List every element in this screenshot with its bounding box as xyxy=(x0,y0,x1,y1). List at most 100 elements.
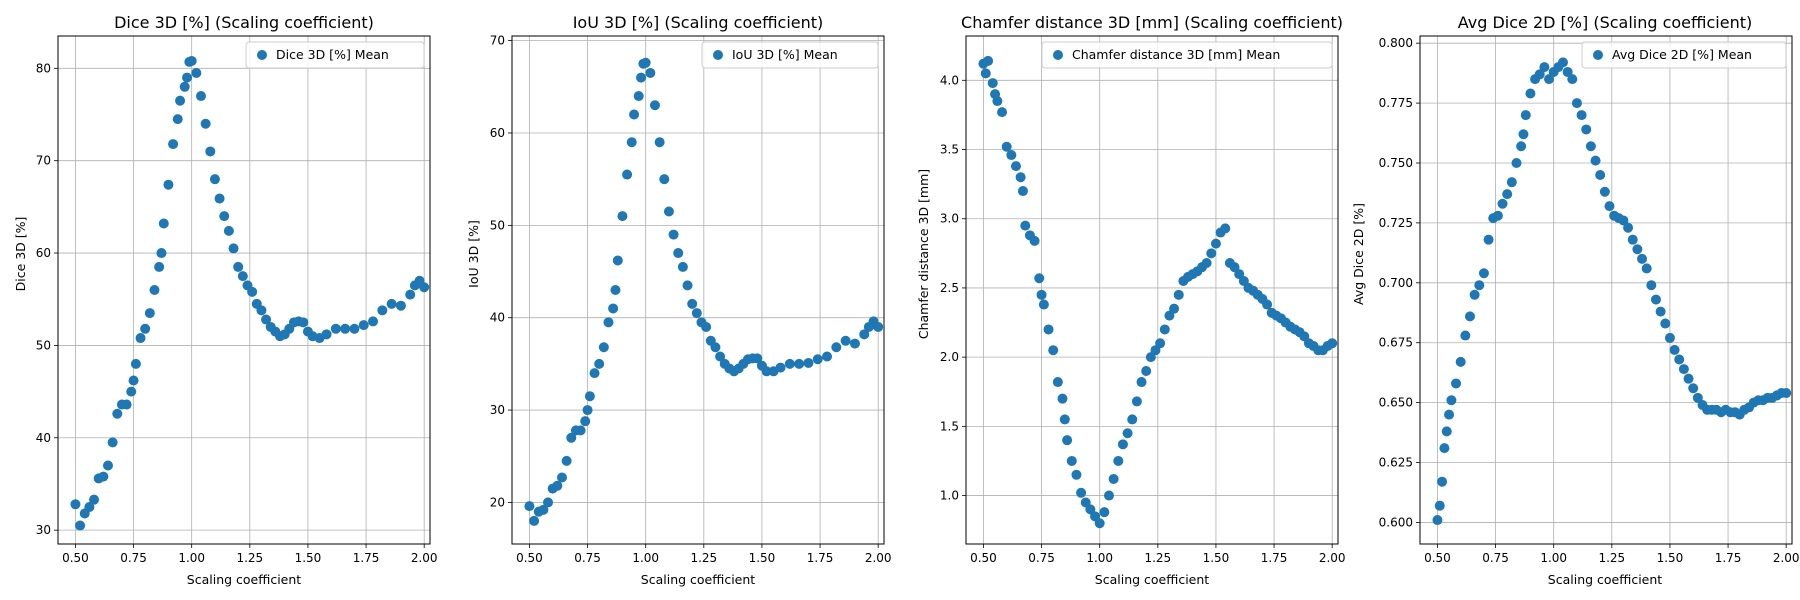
grid xyxy=(58,36,430,544)
data-point xyxy=(1451,378,1462,389)
data-point xyxy=(107,437,118,448)
data-point xyxy=(154,261,165,272)
data-point xyxy=(1059,414,1070,425)
data-point xyxy=(617,211,628,222)
data-point xyxy=(223,225,234,236)
data-point xyxy=(1539,62,1550,73)
data-point xyxy=(668,229,679,240)
legend-label: IoU 3D [%] Mean xyxy=(732,47,838,62)
data-point xyxy=(710,342,721,353)
data-point xyxy=(135,333,146,344)
data-point xyxy=(980,68,991,79)
x-tick-label: 2.00 xyxy=(1773,551,1800,565)
data-point xyxy=(640,57,651,68)
data-point xyxy=(256,305,267,316)
data-point xyxy=(209,174,220,185)
data-point xyxy=(130,358,141,369)
data-point xyxy=(175,95,186,106)
data-point xyxy=(1136,377,1147,388)
data-point xyxy=(195,91,206,102)
y-tick-label: 30 xyxy=(490,403,505,417)
data-point xyxy=(340,323,351,334)
data-point xyxy=(200,118,211,129)
data-point xyxy=(538,504,549,515)
x-tick-label: 0.75 xyxy=(120,551,147,565)
data-point xyxy=(1439,443,1450,454)
data-point xyxy=(1210,238,1221,249)
data-point xyxy=(186,55,197,66)
data-point xyxy=(1483,234,1494,245)
data-point xyxy=(1460,330,1471,341)
y-tick-label: 60 xyxy=(490,126,505,140)
data-point xyxy=(98,471,109,482)
x-axis-label: Scaling coefficient xyxy=(1095,572,1209,587)
data-point xyxy=(1057,393,1068,404)
data-point xyxy=(1576,110,1587,121)
x-tick-label: 2.00 xyxy=(1319,551,1346,565)
data-point xyxy=(1618,215,1629,226)
data-point xyxy=(1099,507,1110,518)
data-point xyxy=(1113,455,1124,466)
x-tick-label: 1.00 xyxy=(1086,551,1113,565)
legend-label: Chamfer distance 3D [mm] Mean xyxy=(1072,47,1280,62)
data-point xyxy=(84,502,95,513)
subplot-chamfer-3d: Chamfer distance 3D [mm] (Scaling coeffi… xyxy=(916,13,1346,587)
y-tick-label: 70 xyxy=(36,154,51,168)
y-tick-label: 30 xyxy=(36,523,51,537)
data-point xyxy=(102,460,113,471)
data-point xyxy=(368,316,379,327)
data-point xyxy=(584,391,595,402)
data-point xyxy=(649,100,660,111)
subplot-avg-dice-2d: Avg Dice 2D [%] (Scaling coefficient) Sc… xyxy=(1351,13,1800,587)
x-tick-label: 0.75 xyxy=(574,551,601,565)
y-tick-label: 40 xyxy=(490,311,505,325)
data-point xyxy=(158,218,169,229)
y-axis-label: IoU 3D [%] xyxy=(466,220,481,288)
data-point xyxy=(784,358,795,369)
x-tick-label: 0.50 xyxy=(516,551,543,565)
data-point xyxy=(1520,110,1531,121)
data-point xyxy=(1492,210,1503,221)
x-tick-label: 2.00 xyxy=(411,551,438,565)
data-point xyxy=(1015,172,1026,183)
data-point xyxy=(172,114,183,125)
axes-frame xyxy=(965,35,1339,545)
chart-title: Avg Dice 2D [%] (Scaling coefficient) xyxy=(1458,13,1752,32)
data-point xyxy=(1017,186,1028,197)
data-point xyxy=(405,289,416,300)
legend-label: Dice 3D [%] Mean xyxy=(276,47,389,62)
data-point xyxy=(529,515,540,526)
legend-marker xyxy=(257,50,267,60)
y-tick-label: 80 xyxy=(36,61,51,75)
data-point xyxy=(1650,294,1661,305)
data-point xyxy=(1432,515,1443,526)
data-point xyxy=(1108,473,1119,484)
legend-box xyxy=(1581,41,1787,69)
data-point xyxy=(1502,189,1513,200)
data-point xyxy=(1518,129,1529,140)
data-point xyxy=(1127,414,1138,425)
data-point xyxy=(126,386,137,397)
axes-frame xyxy=(511,35,885,545)
data-point xyxy=(1441,426,1452,437)
data-point xyxy=(1464,311,1475,322)
data-point xyxy=(701,321,712,332)
x-tick-label: 1.50 xyxy=(1203,551,1230,565)
data-point xyxy=(1446,395,1457,406)
data-point xyxy=(395,300,406,311)
data-point xyxy=(822,351,833,362)
data-point xyxy=(575,425,586,436)
data-point xyxy=(626,137,637,148)
legend-box xyxy=(245,41,425,69)
data-point xyxy=(682,280,693,291)
data-point xyxy=(219,211,230,222)
data-point xyxy=(1155,338,1166,349)
data-point xyxy=(1595,169,1606,180)
x-tick-label: 0.50 xyxy=(970,551,997,565)
data-point xyxy=(1010,161,1021,172)
y-axis-label: Chamfer distance 3D [mm] xyxy=(916,169,931,339)
y-tick-label: 3.0 xyxy=(940,212,959,226)
x-tick-label: 2.00 xyxy=(865,551,892,565)
data-point xyxy=(179,81,190,92)
y-tick-label: 0.600 xyxy=(1379,515,1413,529)
